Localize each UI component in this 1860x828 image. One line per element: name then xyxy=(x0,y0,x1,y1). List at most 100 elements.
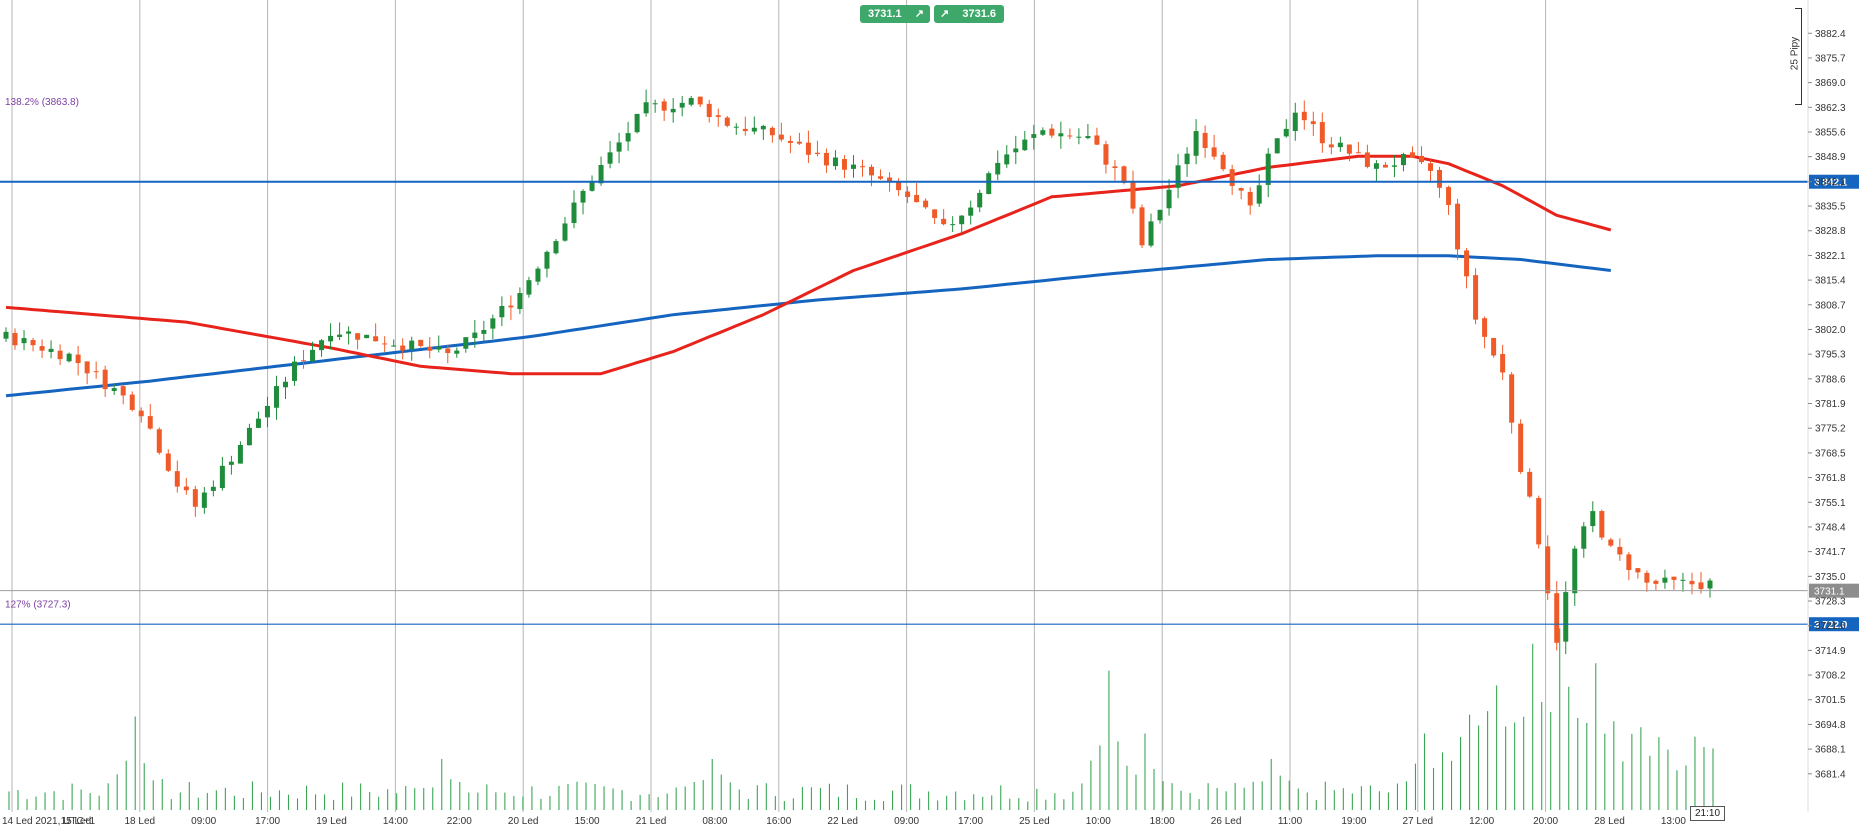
candle-body xyxy=(706,103,712,118)
candle-body xyxy=(490,318,496,329)
candle-body xyxy=(1085,136,1091,139)
candlestick xyxy=(1274,137,1280,154)
candlestick xyxy=(860,159,866,177)
y-tick-label: 3694.8 xyxy=(1815,720,1846,731)
candle-body xyxy=(499,305,505,318)
candle-body xyxy=(1707,580,1713,589)
candlestick xyxy=(1211,134,1217,160)
candlestick xyxy=(742,116,748,136)
candle-body xyxy=(1698,582,1704,590)
candlestick xyxy=(1175,153,1181,199)
candle-body xyxy=(1409,152,1415,158)
candlestick xyxy=(517,287,523,314)
candlestick xyxy=(986,171,992,195)
candle-body xyxy=(1446,187,1452,205)
candlestick xyxy=(282,376,288,399)
candlestick xyxy=(950,216,956,233)
sell-price: 3731.1 xyxy=(868,8,902,20)
candle-body xyxy=(1229,169,1235,186)
candle-body xyxy=(887,177,893,182)
candlestick xyxy=(715,108,721,127)
candlestick xyxy=(1076,128,1082,145)
x-tick-label: 08:00 xyxy=(702,816,727,827)
candle-body xyxy=(905,191,911,197)
horizontal-levels[interactable]: 3 842.1 3 722.0 3731.1 xyxy=(0,174,1859,632)
x-tick-label: 15:00 xyxy=(575,816,600,827)
candlestick xyxy=(1103,140,1109,174)
x-tick-label: 26 Led xyxy=(1211,816,1242,827)
candle-body xyxy=(1428,163,1434,171)
candlestick xyxy=(1022,130,1028,151)
candle-body xyxy=(1599,511,1605,538)
level-price-label: 3 722.0 xyxy=(1814,620,1848,631)
candle-body xyxy=(21,338,27,344)
candlestick xyxy=(1554,581,1560,651)
candle-body xyxy=(1337,142,1343,148)
buy-price-button[interactable]: ↗ 3731.6 xyxy=(934,5,1004,23)
candle-body xyxy=(562,223,568,241)
x-tick-label: 18:00 xyxy=(1150,816,1175,827)
candlestick xyxy=(337,322,343,341)
candle-body xyxy=(427,346,433,351)
y-tick-label: 3728.3 xyxy=(1815,597,1846,608)
candlestick xyxy=(1328,136,1334,155)
candle-body xyxy=(1373,163,1379,169)
candlestick xyxy=(391,339,397,347)
candlestick xyxy=(84,361,90,385)
candlestick xyxy=(1428,159,1434,183)
candlestick xyxy=(310,341,316,363)
candle-body xyxy=(1049,128,1055,136)
candle-body xyxy=(625,133,631,142)
candlestick xyxy=(1500,344,1506,381)
candle-body xyxy=(517,293,523,310)
candle-body xyxy=(950,224,956,226)
candlestick xyxy=(12,328,18,350)
time-axis[interactable]: 14 Led 2021, UTC+115 Led 18 Led 09:00 17:00… xyxy=(2,816,1686,827)
candle-body xyxy=(30,340,36,346)
candlestick xyxy=(1455,198,1461,260)
price-axis[interactable]: 3882.4 3875.7 3869.0 3862.3 3855.6 3848.9 3842… xyxy=(1807,0,1846,812)
x-tick-label: 19:00 xyxy=(1341,816,1366,827)
candlestick xyxy=(129,391,135,412)
candlestick xyxy=(1373,160,1379,181)
candle-body xyxy=(102,369,108,390)
candle-body xyxy=(535,268,541,282)
x-tick-label: 27 Led xyxy=(1403,816,1434,827)
candlestick xyxy=(57,344,63,365)
candle-body xyxy=(66,353,72,362)
candlestick xyxy=(571,190,577,229)
candle-body xyxy=(805,142,811,155)
candlestick xyxy=(409,336,415,361)
candle-body xyxy=(923,200,929,208)
candlestick xyxy=(1391,154,1397,178)
x-tick-label: 19 Led xyxy=(316,816,347,827)
candle-body xyxy=(84,361,90,374)
sell-price-button[interactable]: 3731.1 ↗ xyxy=(860,5,930,23)
y-tick-label: 3748.4 xyxy=(1815,522,1846,533)
candle-body xyxy=(1193,131,1199,156)
candlestick xyxy=(905,186,911,204)
candle-body xyxy=(39,346,45,351)
arrow-icon: ↗ xyxy=(914,8,924,20)
candlestick xyxy=(1409,146,1415,158)
candle-body xyxy=(1094,135,1100,145)
x-tick-label: 20:00 xyxy=(1533,816,1558,827)
candlestick xyxy=(625,121,631,151)
x-tick-label: 11:00 xyxy=(1278,816,1303,827)
crosshair-time-label: 21:10 xyxy=(1690,806,1726,821)
candle-body xyxy=(1139,207,1145,246)
scale-bracket[interactable] xyxy=(1795,8,1802,105)
candle-body xyxy=(138,410,144,417)
candlestick xyxy=(328,323,334,350)
candle-body xyxy=(409,340,415,350)
candle-body xyxy=(679,102,685,108)
x-tick-label: 18 Led xyxy=(125,816,156,827)
candle-body xyxy=(814,152,820,155)
candle-body xyxy=(995,162,1001,175)
candle-body xyxy=(1292,112,1298,132)
volume-bars xyxy=(8,628,1714,810)
candlestick xyxy=(427,336,433,359)
candle-body xyxy=(3,331,9,339)
candle-body xyxy=(1581,526,1587,549)
